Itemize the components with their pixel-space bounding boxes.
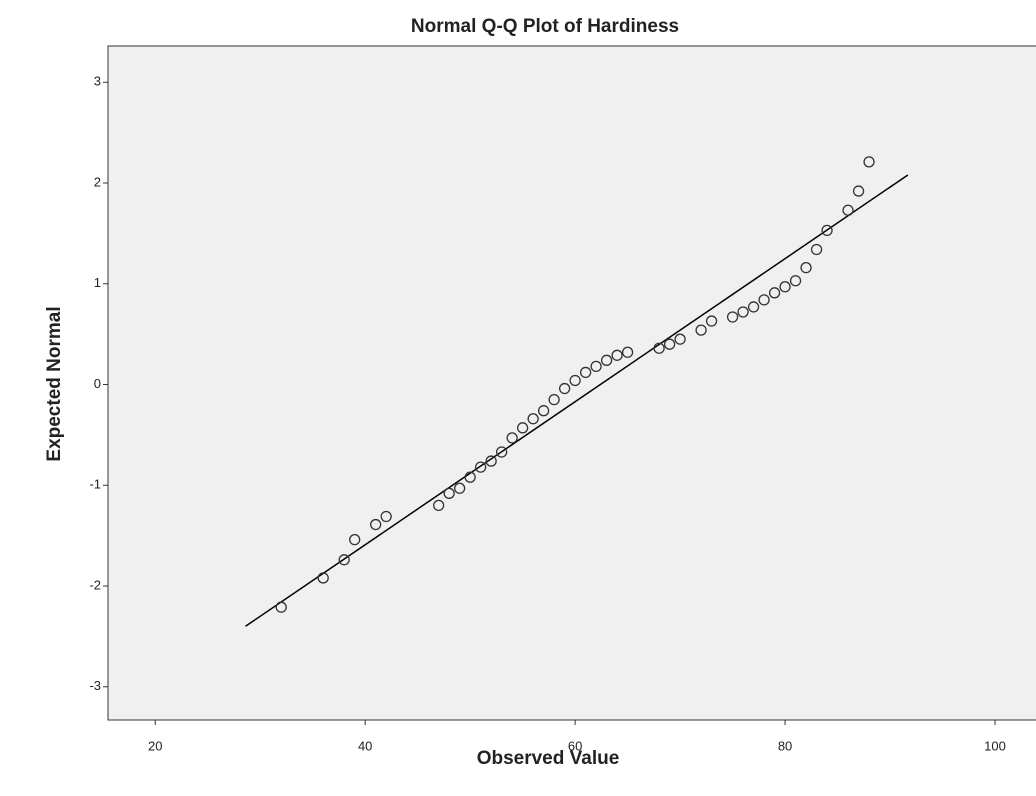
x-tick-label: 40 (358, 738, 372, 753)
point (506, 432, 518, 444)
y-tick-label: -3 (89, 678, 101, 693)
y-axis-label: Expected Normal (44, 306, 65, 461)
point (590, 360, 602, 373)
point (516, 422, 529, 434)
point (548, 393, 560, 406)
point (537, 405, 550, 417)
point (611, 349, 623, 361)
x-tick-label: 20 (148, 738, 162, 753)
point (863, 156, 875, 168)
point (726, 311, 739, 323)
y-tick-label: -2 (89, 577, 101, 592)
point (758, 294, 770, 306)
point (495, 446, 508, 458)
x-tick-label: 80 (778, 738, 792, 753)
y-tick-label: 0 (94, 376, 101, 391)
point (621, 346, 634, 358)
point (349, 534, 361, 546)
x-axis-label: Observed Value (477, 748, 620, 769)
point (663, 338, 676, 350)
x-tick-label: 60 (568, 738, 582, 753)
y-tick-label: 1 (94, 275, 101, 290)
point (317, 572, 329, 584)
point (747, 301, 760, 313)
point (789, 275, 802, 287)
point (842, 204, 854, 216)
point (370, 518, 382, 531)
y-tick-label: 2 (94, 174, 101, 189)
point (653, 342, 665, 354)
point (527, 413, 539, 425)
point (275, 601, 287, 613)
point (810, 243, 823, 256)
point (600, 354, 613, 366)
point (821, 224, 833, 237)
point (464, 471, 476, 483)
point (674, 333, 686, 345)
point (579, 366, 592, 379)
point (443, 487, 455, 499)
plot-area (107, 45, 1036, 721)
point (433, 499, 445, 512)
chart-title: Normal Q-Q Plot of Hardiness (411, 16, 679, 37)
reference-line (245, 174, 909, 627)
x-tick-label: 100 (984, 738, 1006, 753)
point (768, 287, 781, 299)
point (474, 461, 487, 473)
y-tick-label: -1 (89, 477, 101, 492)
point (705, 315, 718, 327)
point (338, 554, 350, 566)
point (800, 261, 812, 274)
point (695, 324, 707, 336)
point (485, 455, 497, 467)
y-tick-label: 3 (94, 74, 101, 89)
point (852, 185, 865, 197)
point (569, 374, 581, 387)
point (380, 510, 392, 523)
point (779, 281, 791, 293)
point (737, 306, 749, 318)
point (558, 382, 571, 395)
point (454, 482, 466, 494)
